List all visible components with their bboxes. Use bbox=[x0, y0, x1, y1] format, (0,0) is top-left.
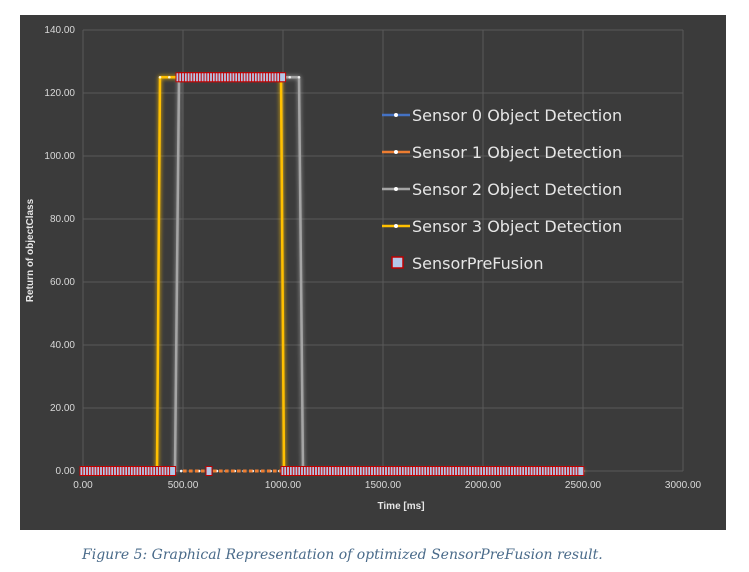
legend-entry: Sensor 2 Object Detection bbox=[412, 180, 622, 199]
x-tick-label: 2500.00 bbox=[565, 480, 602, 491]
prefusion-marker bbox=[205, 466, 213, 476]
series-point bbox=[288, 75, 292, 79]
legend-entry: Sensor 1 Object Detection bbox=[412, 143, 622, 162]
series-line bbox=[83, 76, 583, 473]
legend-entry: Sensor 0 Object Detection bbox=[412, 106, 622, 125]
y-tick-label: 40.00 bbox=[50, 340, 75, 351]
series-point bbox=[168, 75, 171, 79]
legend-swatch-dot bbox=[394, 150, 398, 154]
y-tick-label: 60.00 bbox=[50, 277, 75, 288]
y-tick-label: 140.00 bbox=[44, 25, 75, 36]
y-tick-label: 80.00 bbox=[50, 214, 75, 225]
y-axis-title: Return of objectClass bbox=[25, 198, 36, 302]
legend-swatch bbox=[391, 256, 404, 269]
x-tick-label: 500.00 bbox=[168, 480, 199, 491]
figure-caption: Figure 5: Graphical Representation of op… bbox=[82, 547, 603, 563]
legend-swatch-dot bbox=[394, 113, 398, 117]
series-point bbox=[179, 469, 183, 473]
y-tick-label: 100.00 bbox=[44, 151, 75, 162]
y-tick-label: 120.00 bbox=[44, 88, 75, 99]
x-tick-label: 0.00 bbox=[73, 480, 93, 491]
prefusion-marker bbox=[169, 466, 177, 476]
x-tick-label: 3000.00 bbox=[665, 480, 702, 491]
prefusion-marker bbox=[279, 72, 287, 83]
y-tick-label: 20.00 bbox=[50, 403, 75, 414]
x-tick-label: 1500.00 bbox=[365, 480, 402, 491]
legend-swatch-dot bbox=[394, 224, 398, 228]
x-tick-label: 2000.00 bbox=[465, 480, 502, 491]
legend-entry: Sensor 3 Object Detection bbox=[412, 217, 622, 236]
series-point bbox=[158, 75, 162, 79]
chart-svg: 0.00 500.00 1000.00 1500.00 2000.00 2500.00 30… bbox=[25, 25, 702, 512]
legend-entry: SensorPreFusion bbox=[412, 254, 543, 273]
x-axis-title: Time [ms] bbox=[377, 501, 424, 512]
series-point bbox=[297, 75, 301, 79]
chart-area: 0.00 500.00 1000.00 1500.00 2000.00 2500.00 30… bbox=[20, 15, 726, 530]
prefusion-marker bbox=[577, 466, 585, 476]
x-tick-label: 1000.00 bbox=[265, 480, 302, 491]
y-tick-label: 0.00 bbox=[56, 466, 76, 477]
legend-swatch-dot bbox=[394, 187, 398, 191]
